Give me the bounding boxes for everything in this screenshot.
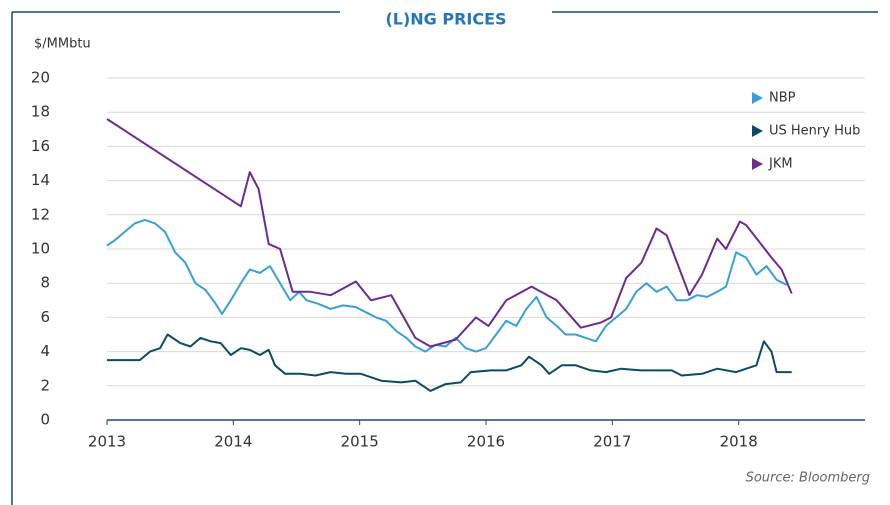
y-tick-label: 18: [31, 103, 50, 121]
x-tick-label: 2018: [720, 433, 758, 451]
chart-title: (L)NG PRICES: [385, 10, 506, 29]
legend-label: JKM: [768, 157, 793, 172]
y-tick-label: 8: [40, 274, 50, 292]
series-line: [106, 218, 788, 353]
y-axis-label: $/MMbtu: [34, 37, 91, 52]
legend-marker: [752, 158, 763, 170]
x-tick-label: 2016: [467, 433, 505, 451]
y-tick-label: 14: [31, 171, 50, 189]
y-tick-label: 2: [40, 376, 50, 394]
y-tick-label: 20: [31, 69, 50, 87]
x-tick-label: 2014: [214, 433, 252, 451]
x-tick-label: 2015: [341, 433, 379, 451]
legend-marker: [752, 125, 763, 137]
x-tick-label: 2013: [88, 433, 126, 451]
y-tick-label: 0: [40, 411, 50, 429]
series-line: [107, 333, 792, 392]
legend-label: US Henry Hub: [769, 124, 860, 139]
series-line: [106, 118, 793, 348]
y-tick-label: 10: [31, 240, 50, 258]
y-tick-label: 6: [40, 308, 50, 326]
legend-label: NBP: [769, 91, 796, 106]
y-tick-label: 16: [31, 137, 50, 155]
source: Source: Bloomberg: [746, 471, 870, 486]
legend-marker: [752, 92, 763, 104]
x-tick-label: 2017: [593, 433, 631, 451]
y-tick-label: 12: [31, 205, 50, 223]
y-tick-label: 4: [40, 342, 50, 360]
